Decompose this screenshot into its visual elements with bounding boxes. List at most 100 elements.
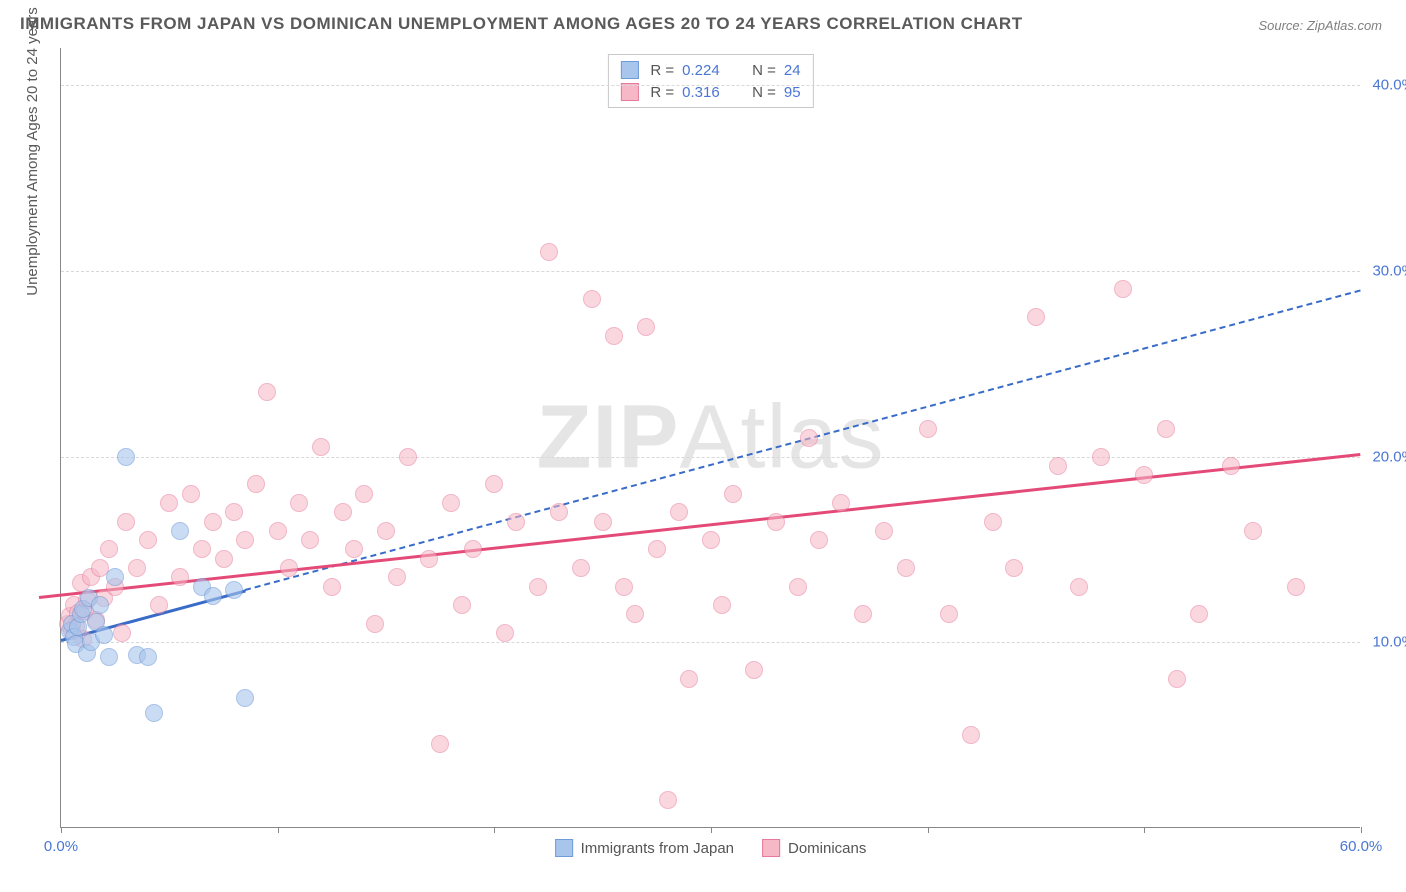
data-point xyxy=(1190,605,1208,623)
data-point xyxy=(875,522,893,540)
data-point xyxy=(789,578,807,596)
data-point xyxy=(399,448,417,466)
data-point xyxy=(659,791,677,809)
data-point xyxy=(355,485,373,503)
legend-row-japan: R = 0.224 N = 24 xyxy=(620,59,800,81)
gridline xyxy=(61,271,1360,272)
data-point xyxy=(366,615,384,633)
data-point xyxy=(145,704,163,722)
x-tick-label: 60.0% xyxy=(1340,838,1383,855)
data-point xyxy=(529,578,547,596)
data-point xyxy=(1114,280,1132,298)
data-point xyxy=(95,626,113,644)
data-point xyxy=(193,540,211,558)
data-point xyxy=(1157,420,1175,438)
gridline xyxy=(61,457,1360,458)
x-tick-label: 0.0% xyxy=(44,838,78,855)
x-tick xyxy=(1144,827,1145,833)
data-point xyxy=(106,568,124,586)
data-point xyxy=(290,494,308,512)
y-tick-label: 40.0% xyxy=(1365,77,1406,94)
x-tick xyxy=(278,827,279,833)
data-point xyxy=(605,327,623,345)
data-point xyxy=(453,596,471,614)
data-point xyxy=(1070,578,1088,596)
data-point xyxy=(1135,466,1153,484)
data-point xyxy=(160,494,178,512)
data-point xyxy=(182,485,200,503)
data-point xyxy=(117,448,135,466)
data-point xyxy=(334,503,352,521)
data-point xyxy=(236,689,254,707)
data-point xyxy=(507,513,525,531)
data-point xyxy=(117,513,135,531)
data-point xyxy=(269,522,287,540)
watermark: ZIPAtlas xyxy=(536,386,884,489)
x-tick xyxy=(494,827,495,833)
data-point xyxy=(1168,670,1186,688)
data-point xyxy=(702,531,720,549)
data-point xyxy=(128,559,146,577)
data-point xyxy=(388,568,406,586)
data-point xyxy=(550,503,568,521)
data-point xyxy=(1049,457,1067,475)
data-point xyxy=(280,559,298,577)
y-axis-label: Unemployment Among Ages 20 to 24 years xyxy=(24,7,41,296)
data-point xyxy=(91,596,109,614)
legend-item-japan: Immigrants from Japan xyxy=(555,839,734,857)
x-tick xyxy=(928,827,929,833)
data-point xyxy=(485,475,503,493)
data-point xyxy=(171,522,189,540)
data-point xyxy=(312,438,330,456)
source-label: Source: ZipAtlas.com xyxy=(1258,18,1382,33)
data-point xyxy=(637,318,655,336)
data-point xyxy=(670,503,688,521)
y-tick-label: 20.0% xyxy=(1365,448,1406,465)
data-point xyxy=(100,648,118,666)
swatch-icon xyxy=(620,61,638,79)
data-point xyxy=(572,559,590,577)
data-point xyxy=(1092,448,1110,466)
legend-label: Immigrants from Japan xyxy=(581,840,734,857)
data-point xyxy=(171,568,189,586)
x-tick xyxy=(61,827,62,833)
data-point xyxy=(962,726,980,744)
data-point xyxy=(832,494,850,512)
correlation-legend: R = 0.224 N = 24 R = 0.316 N = 95 xyxy=(607,54,813,108)
data-point xyxy=(442,494,460,512)
gridline xyxy=(61,85,1360,86)
data-point xyxy=(377,522,395,540)
data-point xyxy=(215,550,233,568)
data-point xyxy=(204,513,222,531)
data-point xyxy=(854,605,872,623)
data-point xyxy=(680,670,698,688)
data-point xyxy=(594,513,612,531)
y-tick-label: 30.0% xyxy=(1365,262,1406,279)
data-point xyxy=(113,624,131,642)
series-legend: Immigrants from Japan Dominicans xyxy=(555,839,867,857)
x-tick xyxy=(1361,827,1362,833)
data-point xyxy=(1005,559,1023,577)
data-point xyxy=(626,605,644,623)
scatter-plot: ZIPAtlas R = 0.224 N = 24 R = 0.316 N = … xyxy=(60,48,1360,828)
data-point xyxy=(583,290,601,308)
data-point xyxy=(648,540,666,558)
data-point xyxy=(247,475,265,493)
y-tick-label: 10.0% xyxy=(1365,634,1406,651)
data-point xyxy=(615,578,633,596)
data-point xyxy=(1222,457,1240,475)
data-point xyxy=(1027,308,1045,326)
trend-line xyxy=(39,453,1361,599)
data-point xyxy=(225,503,243,521)
data-point xyxy=(420,550,438,568)
data-point xyxy=(301,531,319,549)
x-tick xyxy=(711,827,712,833)
data-point xyxy=(431,735,449,753)
chart-title: IMMIGRANTS FROM JAPAN VS DOMINICAN UNEMP… xyxy=(20,14,1023,34)
gridline xyxy=(61,642,1360,643)
data-point xyxy=(323,578,341,596)
data-point xyxy=(745,661,763,679)
data-point xyxy=(150,596,168,614)
data-point xyxy=(897,559,915,577)
data-point xyxy=(940,605,958,623)
